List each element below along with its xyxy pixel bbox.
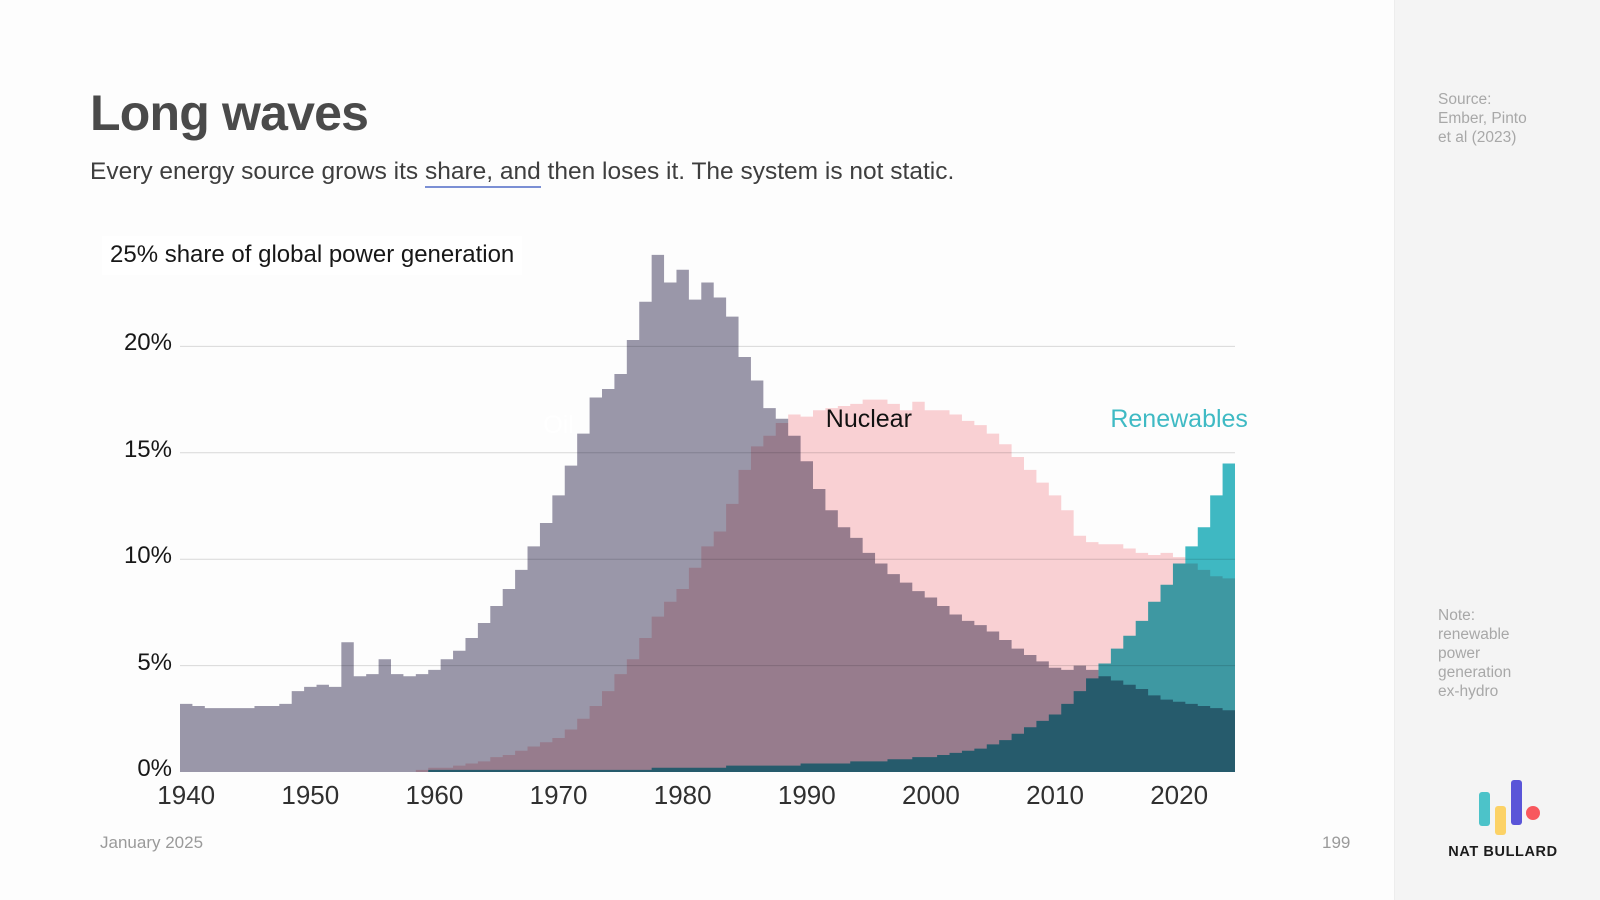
x-axis-tick-label: 1950: [281, 780, 340, 810]
series-label-nuclear: Nuclear: [825, 404, 912, 433]
subtitle-part-before: Every energy source grows its: [90, 158, 425, 185]
y-axis-tick-label: 15%: [123, 435, 172, 463]
x-axis-tick-label: 1940: [157, 780, 216, 810]
source-note: Source: Ember, Pinto et al (2023): [1438, 91, 1527, 146]
series-label-renewables: Renewables: [1110, 404, 1248, 433]
chart-svg: [180, 254, 1235, 772]
x-axis-tick-label: 2020: [1150, 780, 1209, 810]
logo-dot-red-icon: [1526, 806, 1540, 820]
footer-page-number: 199: [1322, 833, 1351, 852]
footer-date: January 2025: [100, 833, 204, 852]
y-axis-tick-label: 0%: [137, 755, 172, 782]
methodology-note: Note: renewable power generation ex-hydr…: [1438, 607, 1512, 700]
chart-area-long-waves: 0% 5% 10% 15% 20% 1940 1950 1960 1970 1980 1990 20…: [90, 228, 1290, 810]
subtitle-selected-text: share, and: [424, 158, 541, 188]
logo-bar-indigo-icon: [1511, 780, 1522, 825]
page-subtitle: Every energy source grows its share, and…: [90, 158, 955, 188]
chart-top-axis-label: 25% share of global power generation: [102, 236, 523, 275]
logo-bar-yellow-icon: [1495, 806, 1506, 835]
y-axis-tick-label: 10%: [123, 542, 172, 570]
x-axis-tick-label: 1990: [777, 780, 836, 810]
y-axis-tick-label: 20%: [123, 329, 172, 357]
right-rail: [1394, 0, 1600, 900]
brand-logo: NAT BULLARD: [1438, 778, 1568, 860]
x-axis-tick-label: 1960: [405, 780, 464, 810]
series-area-renewables: [180, 463, 1235, 772]
chart-plot: [180, 240, 1235, 772]
y-axis-tick-label: 5%: [137, 648, 172, 676]
subtitle-part-after: then loses it. The system is not static.: [540, 158, 955, 185]
series-label-oil: Oil: [543, 411, 574, 440]
x-axis-tick-label: 1970: [529, 780, 588, 810]
series-area-nuclear: [180, 399, 1235, 772]
x-axis-tick-label: 2000: [901, 780, 960, 810]
chart-series-areas: [180, 254, 1235, 772]
x-axis-tick-label: 2010: [1026, 780, 1084, 810]
page-title: Long waves: [90, 85, 369, 141]
x-axis-tick-label: 1980: [653, 780, 712, 810]
logo-mark: [1463, 778, 1543, 835]
brand-name: NAT BULLARD: [1448, 844, 1558, 860]
logo-bar-teal-icon: [1479, 792, 1490, 826]
